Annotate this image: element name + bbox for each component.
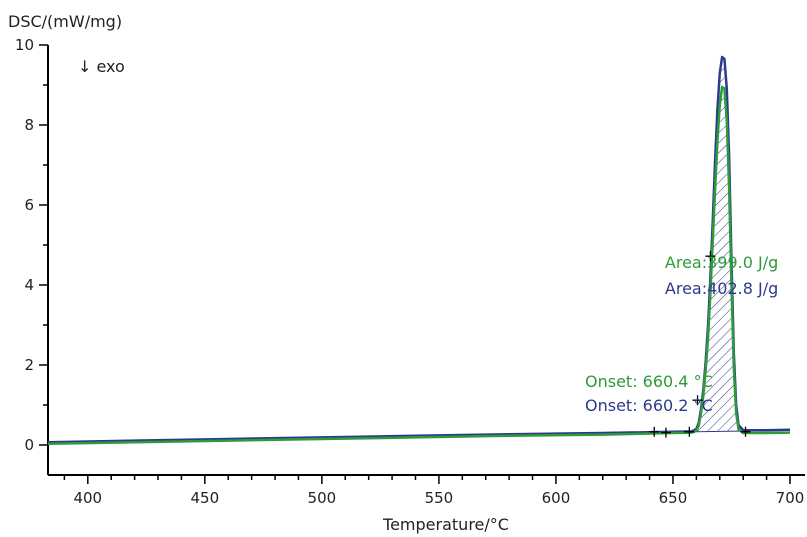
y-tick-label: 6 [24, 196, 34, 214]
exo-direction-label: ↓ exo [78, 57, 125, 76]
marker-cross [692, 395, 703, 406]
annotations-group: Area:399.0 J/g Area:402.8 J/g Onset: 660.4… [585, 253, 778, 415]
y-tick-label: 2 [24, 356, 34, 374]
axes: 400 450 500 550 600 650 700 0 2 4 6 8 10 [15, 36, 805, 507]
marker-cross [649, 426, 660, 437]
y-tick-label: 4 [24, 276, 34, 294]
x-tick-label: 600 [542, 489, 571, 507]
markers-group [649, 251, 751, 438]
x-tick-label: 400 [73, 489, 102, 507]
marker-cross [684, 426, 695, 437]
x-tick-label: 500 [308, 489, 337, 507]
marker-cross [705, 251, 716, 262]
annotation-label: Onset: 660.4 °C [585, 372, 713, 391]
peak-baseline [696, 430, 746, 433]
x-tick-label: 450 [191, 489, 220, 507]
annotation-label: Area:399.0 J/g [665, 253, 778, 272]
y-axis-title: DSC/(mW/mg) [8, 12, 122, 31]
y-tick-label: 0 [24, 436, 34, 454]
x-axis-title: Temperature/°C [382, 515, 509, 534]
x-tick-label: 550 [425, 489, 454, 507]
annotation-label: Area:402.8 J/g [665, 279, 778, 298]
marker-cross [740, 426, 751, 437]
annotation-label: Onset: 660.2 °C [585, 396, 713, 415]
x-tick-label: 700 [776, 489, 805, 507]
y-tick-label: 10 [15, 36, 34, 54]
series-line-2 [48, 85, 791, 446]
marker-cross [660, 427, 671, 438]
y-tick-label: 8 [24, 116, 34, 134]
series-group [48, 55, 791, 446]
x-tick-label: 650 [659, 489, 688, 507]
